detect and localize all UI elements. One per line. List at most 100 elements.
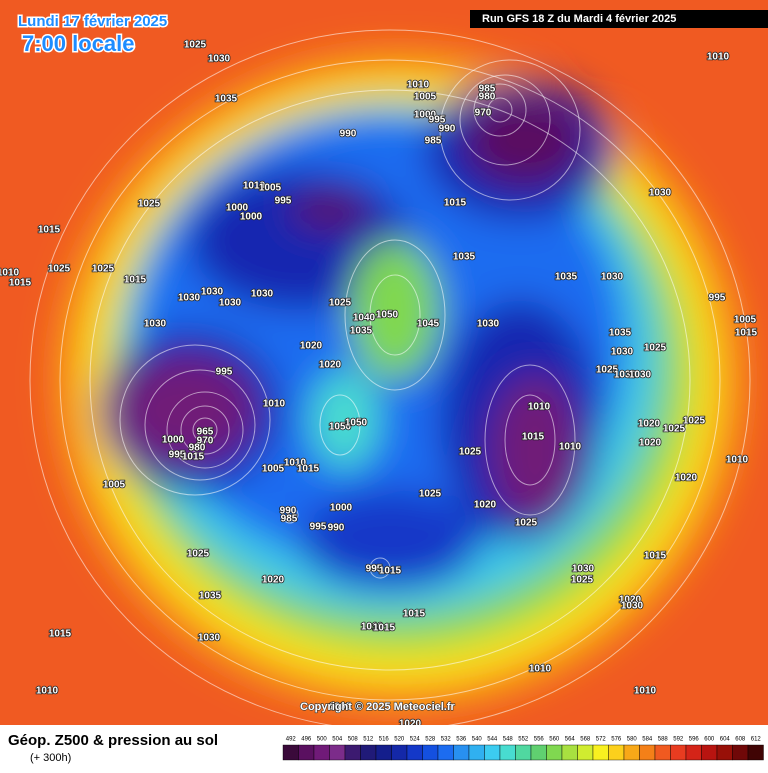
isobar-label: 1010 (559, 442, 582, 453)
isobar-label: 1025 (92, 264, 115, 275)
colorbar-tick: 524 (410, 737, 421, 743)
colorbar-swatch (391, 744, 408, 761)
date-label: Lundi 17 février 2025 (18, 13, 167, 30)
isobar-label: 1025 (329, 298, 352, 309)
colorbar-tick: 600 (704, 737, 715, 743)
isobar-label: 995 (709, 293, 726, 304)
isobar-label: 1030 (477, 319, 500, 330)
isobar-label: 1010 (36, 686, 59, 697)
isobar-label: 1030 (621, 601, 644, 612)
isobar-label: 985 (479, 84, 496, 95)
isobar-label: 1015 (403, 609, 426, 620)
colorbar-tick: 556 (534, 737, 545, 743)
isobar-label: 1030 (251, 289, 274, 300)
colorbar-tick: 520 (394, 737, 405, 743)
isobar-label: 1035 (609, 328, 632, 339)
isobar-label: 1050 (329, 422, 352, 433)
isobar-label: 1035 (199, 591, 222, 602)
isobar-label: 985 (425, 136, 442, 147)
colorbar-tick: 596 (689, 737, 700, 743)
isobar-label: 1025 (48, 264, 71, 275)
isobar-label: 1020 (638, 419, 661, 430)
isobar-label: 1015 (38, 225, 61, 236)
isobar-label: 1010 (284, 458, 307, 469)
isobar-label: 990 (328, 523, 345, 534)
colorbar-tick: 568 (580, 737, 591, 743)
colorbar-swatch (654, 744, 671, 761)
isobar-label: 1005 (103, 480, 126, 491)
time-label: 7:00 locale (22, 31, 135, 56)
isobar-label: 990 (439, 124, 456, 135)
isobar-label: 1025 (515, 518, 538, 529)
colorbar-swatch (623, 744, 640, 761)
colorbar-swatch (468, 744, 485, 761)
isobar-label: 970 (475, 108, 492, 119)
colorbar-tick: 564 (565, 737, 576, 743)
colorbar-swatch (282, 744, 299, 761)
isobar-label: 1010 (529, 664, 552, 675)
colorbar-tick: 604 (720, 737, 731, 743)
isobar-label: 1015 (297, 464, 320, 475)
isobar-label: 1035 (215, 94, 238, 105)
isobar-label: 990 (280, 506, 297, 517)
colorbar-tick: 492 (286, 737, 297, 743)
isobar-label: 995 (216, 367, 233, 378)
isobar-label: 1020 (619, 595, 642, 606)
isobar-label: 1015 (379, 566, 402, 577)
isobar-label: 1005 (259, 183, 282, 194)
isobar-label: 1010 (263, 399, 286, 410)
isobar-label: 1030 (614, 370, 637, 381)
isobar-label: 1015 (124, 275, 147, 286)
isobar-label: 1010 (361, 622, 384, 633)
isobar-label: 1025 (138, 199, 161, 210)
colorbar-swatch (360, 744, 377, 761)
isobar-label: 995 (169, 450, 186, 461)
isobar-label: 1025 (419, 489, 442, 500)
isobar-label: 990 (340, 129, 357, 140)
colorbar: 492 496 500 504 508 512 516 520 524 528 532 536 540 5… (282, 737, 764, 761)
map-field: 1025103010351010100510009959909859809709… (0, 0, 768, 730)
isobar-label: 1030 (201, 287, 224, 298)
isobar-label: 1020 (639, 438, 662, 449)
isobar-label: 1015 (444, 198, 467, 209)
isobar-label: 970 (197, 436, 214, 447)
isobar-label: 1030 (629, 370, 652, 381)
isobar-label: 1025 (663, 424, 686, 435)
isobar-label: 1025 (187, 549, 210, 560)
colorbar-tick: 608 (735, 737, 746, 743)
isobar-label: 1010 (0, 268, 20, 279)
colorbar-swatch (422, 744, 439, 761)
colorbar-tick: 504 (332, 737, 343, 743)
colorbar-swatch (608, 744, 625, 761)
colorbar-tick: 584 (642, 737, 653, 743)
isobar-label: 1015 (373, 623, 396, 634)
isobar-label: 1050 (345, 418, 368, 429)
colorbar-tick: 544 (487, 737, 498, 743)
isobar-label: 1030 (208, 54, 231, 65)
colorbar-tick: 500 (317, 737, 328, 743)
isobar-label: 1005 (262, 464, 285, 475)
colorbar-tick: 548 (503, 737, 514, 743)
colorbar-swatch (546, 744, 563, 761)
isobar-label: 1025 (596, 365, 619, 376)
isobar-label: 1010 (726, 455, 749, 466)
isobar-label: 1005 (734, 315, 757, 326)
colorbar-swatch (375, 744, 392, 761)
isobar-label: 1000 (414, 110, 437, 121)
colorbar-tick: 532 (441, 737, 452, 743)
isobar-label: 985 (281, 514, 298, 525)
colorbar-swatch (561, 744, 578, 761)
colorbar-swatch (515, 744, 532, 761)
isobar-label: 1015 (9, 278, 32, 289)
colorbar-tick: 528 (425, 737, 436, 743)
isobar-label: 1005 (414, 92, 437, 103)
isobars (29, 29, 751, 725)
isobar-label: 1020 (319, 360, 342, 371)
footer-title: Géop. Z500 & pression au sol (8, 732, 218, 749)
colorbar-swatch (685, 744, 702, 761)
isobar-label: 1020 (399, 719, 422, 730)
isobar-label: 980 (479, 92, 496, 103)
colorbar-swatch (716, 744, 733, 761)
colorbar-swatch (484, 744, 501, 761)
isobar-label: 1000 (162, 435, 185, 446)
